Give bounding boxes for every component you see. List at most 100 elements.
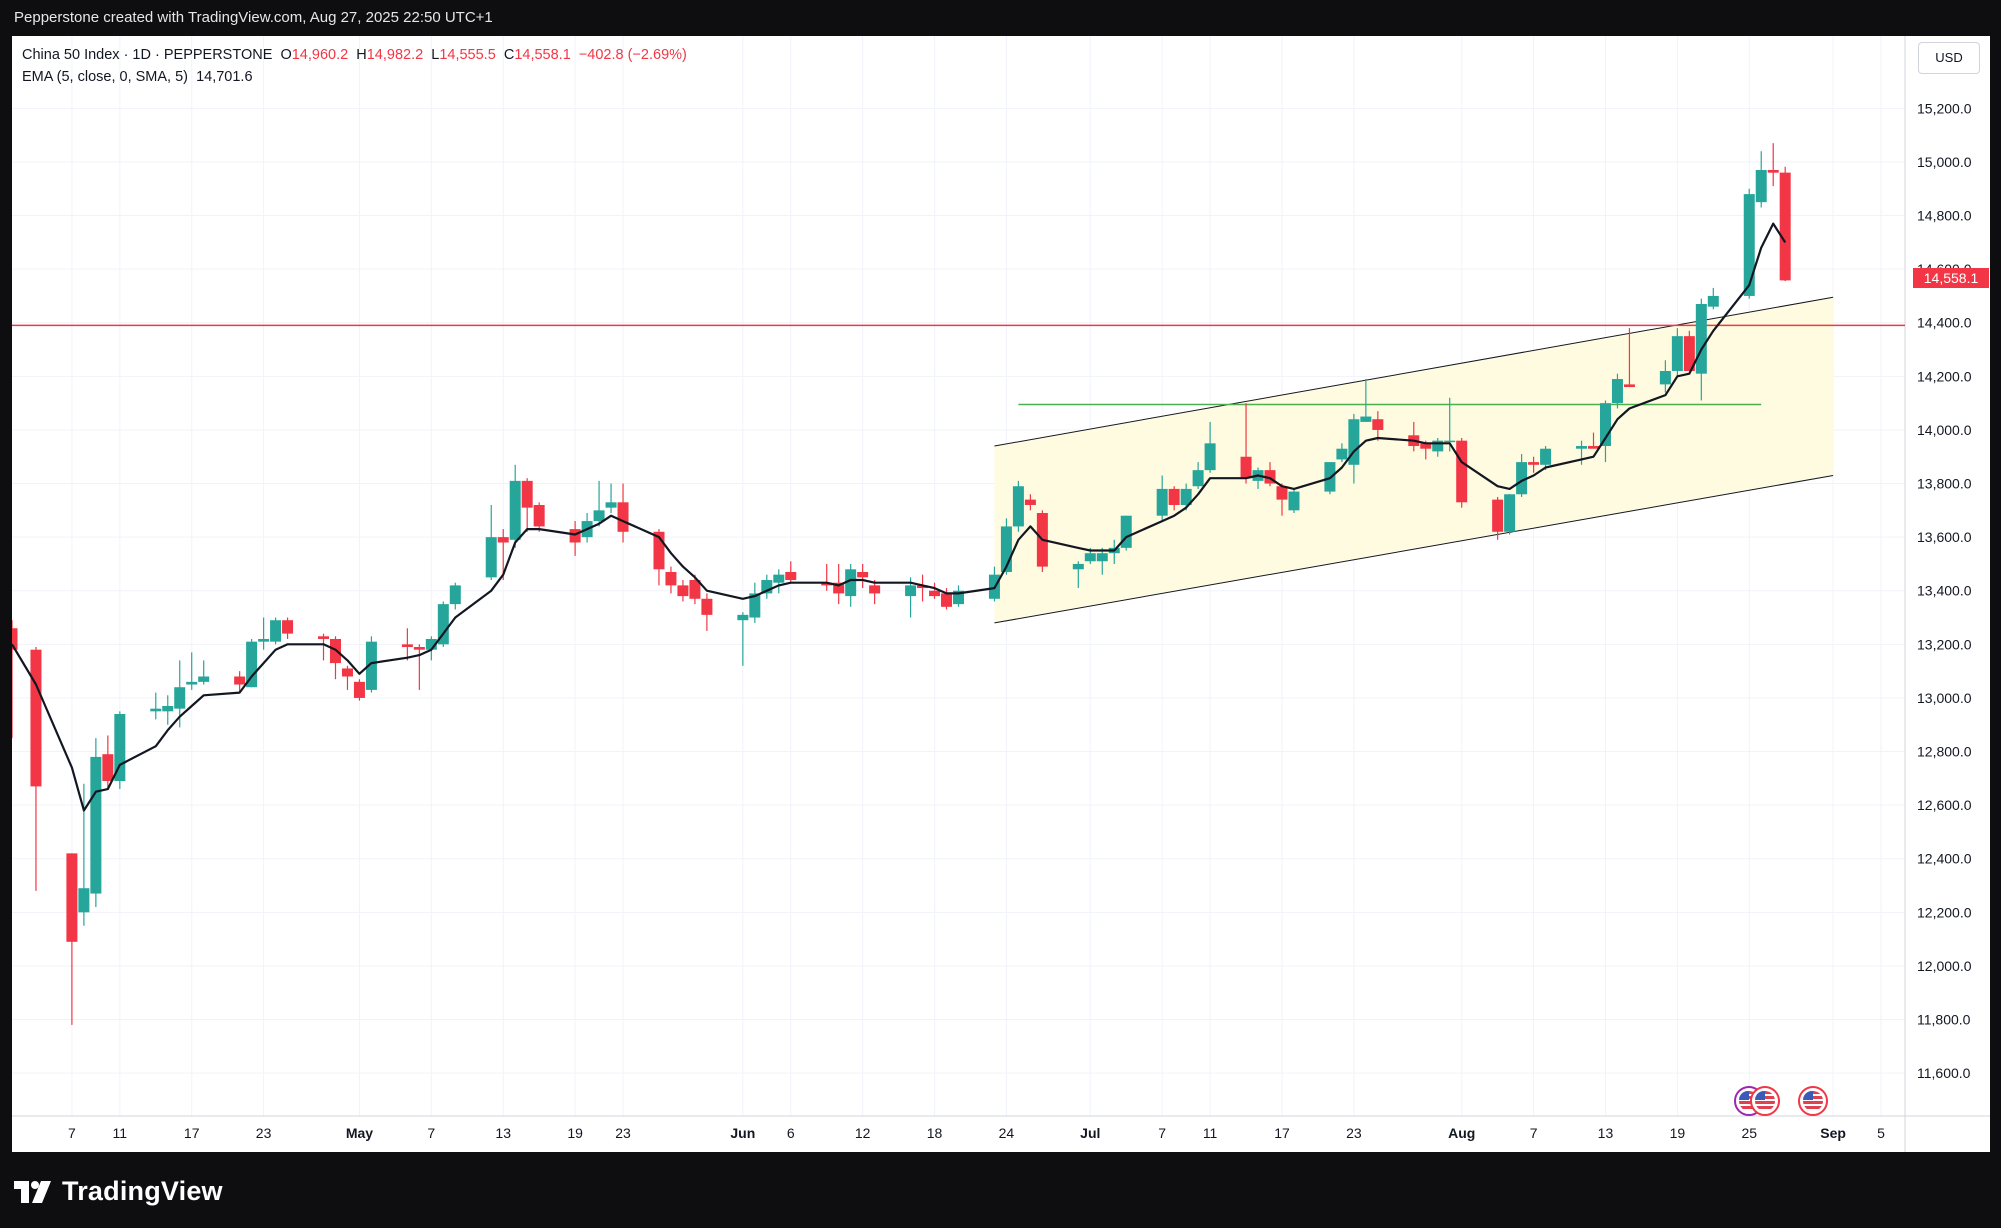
attribution-bar: Pepperstone created with TradingView.com… — [0, 0, 2001, 36]
time-tick-label: Jul — [1080, 1125, 1100, 1141]
price-tick-label: 12,800.0 — [1917, 744, 1972, 760]
open-label: O — [280, 47, 292, 63]
tradingview-logo[interactable]: TradingView — [14, 1176, 223, 1207]
price-tick-label: 14,400.0 — [1917, 315, 1972, 331]
candle-up — [246, 641, 258, 688]
candle-down — [833, 582, 845, 594]
candle-up — [1516, 462, 1528, 495]
time-tick-label: May — [346, 1125, 373, 1141]
candle-up — [449, 585, 461, 605]
candle-up — [437, 604, 449, 645]
economic-events[interactable] — [1724, 1086, 1854, 1118]
channel-fill — [994, 297, 1834, 623]
candle-up — [905, 585, 917, 597]
candle-down — [353, 681, 365, 698]
candle-up — [1000, 526, 1012, 572]
tradingview-brand: TradingView — [62, 1176, 223, 1206]
candle-down — [1492, 499, 1504, 532]
price-chart[interactable]: 11,600.0 11,800.0 12,000.0 12,200.0 12,400.0… — [12, 36, 1990, 1152]
candle-down — [234, 676, 246, 685]
candle-up — [845, 569, 857, 597]
us-flag-event-icon[interactable] — [1798, 1086, 1828, 1116]
us-flag-event-icon[interactable] — [1750, 1086, 1780, 1116]
open-value: 14,960.2 — [291, 47, 349, 63]
candle-up — [1576, 446, 1588, 449]
time-tick-label: 11 — [1203, 1125, 1218, 1141]
candle-up — [1288, 491, 1300, 511]
price-tick-label: 12,400.0 — [1917, 851, 1972, 867]
time-tick-label: 7 — [1530, 1125, 1538, 1141]
last-price-label: 14,558.1 — [1913, 268, 1989, 288]
footer: TradingView — [0, 1152, 2001, 1228]
candle-down — [282, 620, 294, 634]
candle-up — [1695, 303, 1707, 374]
candle-up — [1755, 169, 1767, 203]
symbol-title[interactable]: China 50 Index · 1D · PEPPERSTONE — [22, 47, 273, 63]
candle-down — [1623, 384, 1635, 388]
candle-down — [102, 754, 114, 782]
candle-up — [198, 676, 210, 682]
low-value: 14,555.5 — [439, 47, 496, 63]
indicator-name[interactable]: EMA (5, close, 0, SMA, 5) — [22, 69, 188, 85]
channel-lower-line — [994, 475, 1834, 624]
candle-up — [761, 580, 773, 594]
candle-down — [341, 668, 353, 677]
candle-up — [1504, 494, 1516, 532]
candle-up — [749, 593, 761, 618]
ema-line — [12, 222, 1787, 812]
candle-up — [1096, 553, 1108, 562]
time-tick-label: 19 — [1670, 1125, 1686, 1141]
candle-up — [485, 537, 497, 578]
candle-up — [1611, 379, 1623, 404]
high-label: H — [356, 47, 367, 63]
high-value: 14,982.2 — [366, 47, 424, 63]
price-tick-label: 14,800.0 — [1917, 208, 1972, 224]
currency-button[interactable]: USD — [1918, 42, 1980, 74]
time-tick-label: 23 — [615, 1125, 631, 1141]
candle-up — [605, 502, 617, 508]
candle-up — [1659, 370, 1671, 385]
candle-up — [1084, 553, 1096, 562]
chart-panel[interactable]: 11,600.0 11,800.0 12,000.0 12,200.0 12,400.0… — [12, 36, 1990, 1152]
candle-down — [701, 598, 713, 615]
price-tick-label: 15,200.0 — [1917, 100, 1972, 116]
time-tick-label: 13 — [1598, 1125, 1614, 1141]
candle-up — [1180, 488, 1192, 505]
candle-down — [1420, 443, 1432, 449]
candle-down — [1456, 440, 1468, 503]
legend-symbol-row: China 50 Index · 1D · PEPPERSTONE O14,96… — [22, 44, 687, 66]
candle-up — [1348, 419, 1360, 465]
candle-up — [737, 614, 749, 621]
price-tick-label: 11,600.0 — [1917, 1065, 1971, 1081]
candle-down — [1779, 172, 1791, 281]
candle-up — [1072, 563, 1084, 570]
low-label: L — [431, 47, 440, 63]
candle-up — [1743, 194, 1755, 296]
time-tick-label: 7 — [1158, 1125, 1166, 1141]
time-tick-label: 19 — [567, 1125, 583, 1141]
time-tick-label: 7 — [68, 1125, 76, 1141]
candle-up — [593, 510, 605, 522]
candle-down — [1240, 456, 1252, 479]
candle-down — [413, 647, 425, 650]
time-tick-label: 7 — [427, 1125, 435, 1141]
time-tick-label: 17 — [1274, 1125, 1290, 1141]
candle-up — [186, 681, 198, 685]
price-tick-label: 13,800.0 — [1917, 476, 1972, 492]
candle-up — [365, 641, 377, 690]
candle-down — [521, 480, 533, 508]
legend-indicator-row: EMA (5, close, 0, SMA, 5) 14,701.6 — [22, 66, 687, 88]
time-tick-label: 25 — [1741, 1125, 1757, 1141]
candle-up — [509, 480, 521, 540]
price-tick-label: 12,200.0 — [1917, 904, 1972, 920]
time-tick-label: 13 — [495, 1125, 511, 1141]
time-tick-label: 12 — [855, 1125, 871, 1141]
candle-down — [1767, 169, 1779, 173]
tradingview-logo-icon — [14, 1180, 51, 1203]
candle-up — [1156, 488, 1168, 516]
candle-up — [114, 714, 126, 782]
candle-up — [1540, 448, 1552, 465]
price-tick-label: 13,600.0 — [1917, 529, 1972, 545]
candle-up — [270, 620, 282, 642]
candle-down — [653, 531, 665, 570]
